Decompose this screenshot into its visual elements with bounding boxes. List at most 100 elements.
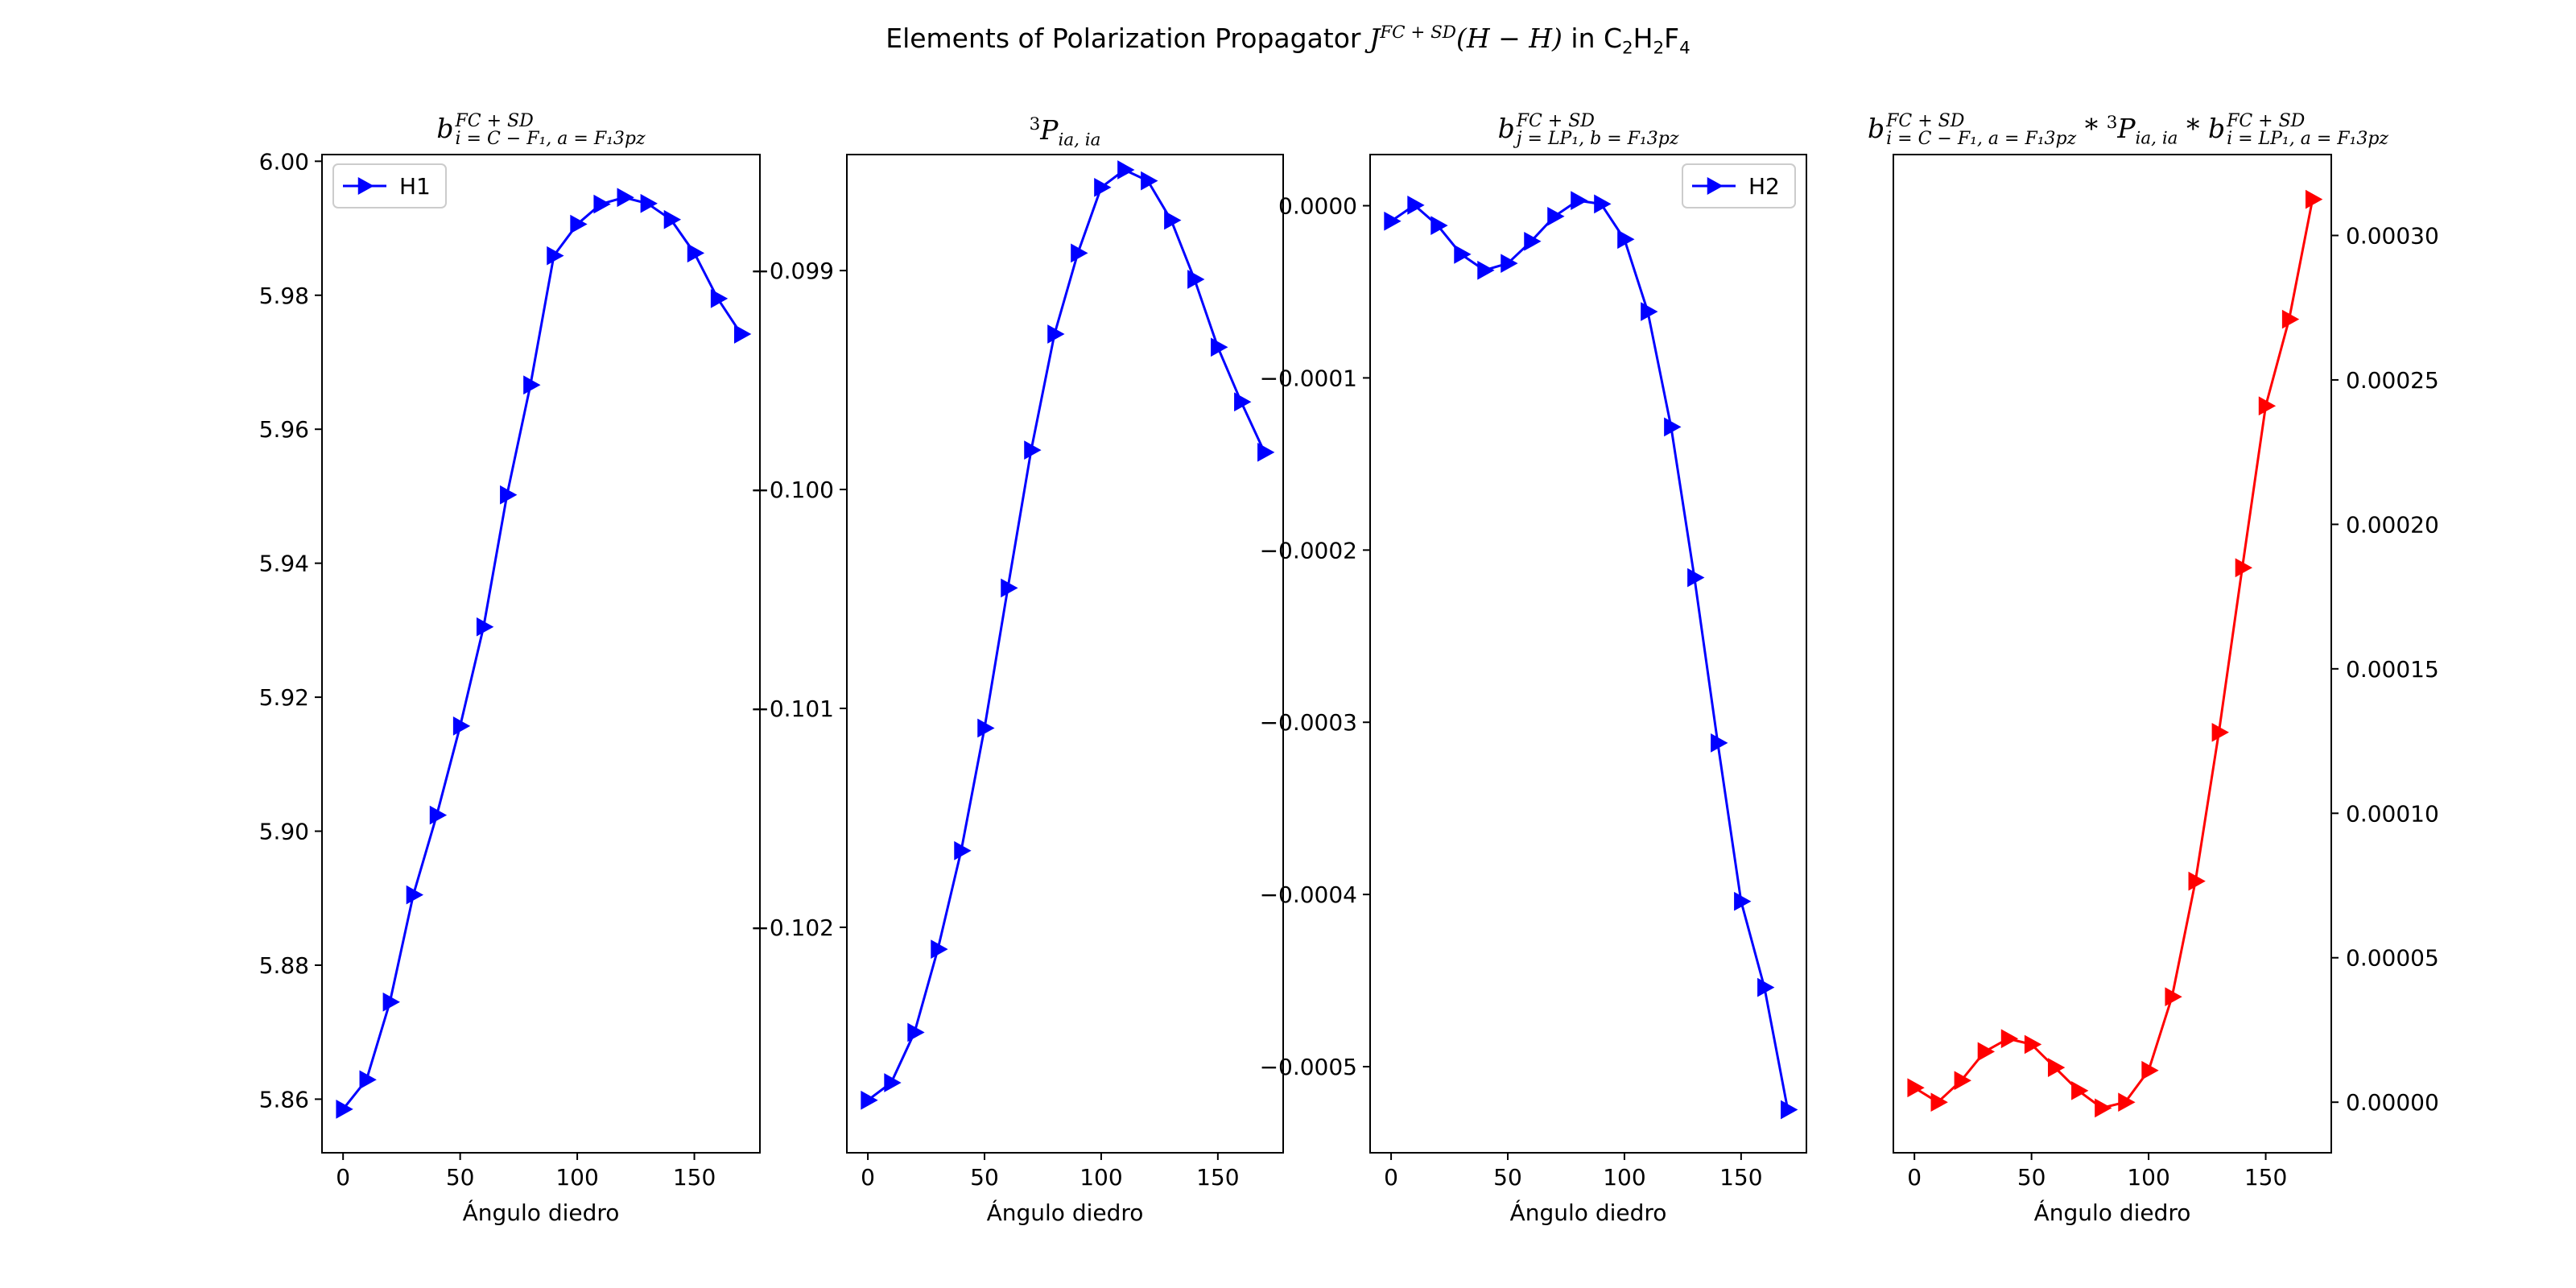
panel-1-legend: H1 [332, 163, 447, 208]
panel-3-ytick-label: −0.0002 [1260, 537, 1357, 564]
panel-2-data-point [1024, 440, 1042, 460]
panel-3-title-sub: j = LP₁, b = F₁3pz [1516, 129, 1679, 149]
panel-4-data-point [1907, 1078, 1925, 1098]
panel-4-ytick-label: 0.00020 [2346, 511, 2439, 538]
figure-title: Elements of Polarization Propagator JFC … [0, 23, 2576, 59]
panel-4-data-point [2281, 309, 2300, 329]
panel-2-data-point [1211, 337, 1228, 357]
suptitle-j-sup: FC + SD [1380, 23, 1456, 43]
panel-2-title-main: P [1040, 114, 1059, 146]
panel-1-title-sup: FC + SD [455, 111, 534, 131]
panel-3-data-point [1781, 1100, 1798, 1120]
panel-3-data-point [1571, 191, 1588, 210]
panel-3-legend-box [1682, 163, 1796, 208]
panel-4-data-point [2024, 1034, 2042, 1055]
panel-3-ytick-label: −0.0001 [1260, 365, 1357, 391]
panel-1-title: b FC + SD i = C − F₁, a = F₁3pz [322, 113, 760, 148]
panel-3-legend-marker [1707, 177, 1724, 195]
panel-3-title-main: b [1497, 113, 1515, 144]
panel-4-data-point [2188, 871, 2206, 891]
panel-4-data-point [2235, 558, 2253, 578]
panel-4-data-point [1954, 1071, 1971, 1091]
panel-2-data-point [884, 1073, 902, 1092]
panel-1-ytick-label: 5.86 [259, 1086, 309, 1113]
panel-4-ytick-label: 0.00025 [2346, 367, 2439, 394]
panel-3-data-point [1454, 245, 1472, 264]
panel-2-axes-box [846, 154, 1284, 1154]
panel-2-data-point [977, 718, 995, 738]
panel-4-ytick-label: 0.00015 [2346, 656, 2439, 683]
panel-4-data-point [2258, 396, 2277, 416]
panel-2-data-point [1047, 324, 1065, 344]
panel-3-data-point [1384, 211, 1402, 231]
panel-3-ytick-label: 0.0000 [1278, 193, 1357, 220]
panel-2-data-point [1234, 392, 1252, 412]
panel-3-data-point [1711, 733, 1728, 753]
panel-4-data-point [2000, 1029, 2019, 1049]
panel-4-xtick-label: 150 [2244, 1164, 2287, 1191]
panel-1-data-point [500, 485, 518, 505]
panel-3-ytick-label: −0.0005 [1260, 1054, 1357, 1080]
suptitle-sub1: 2 [1622, 38, 1633, 59]
panel-1-title-main: b [436, 113, 454, 144]
panel-1-ytick-label: 6.00 [259, 148, 309, 175]
panel-2-data-point [1257, 442, 1275, 462]
panel-2-data-point [1141, 171, 1158, 191]
panel-1-ytick-label: 5.98 [259, 283, 309, 309]
suptitle-sub2: 2 [1653, 38, 1665, 59]
panel-4-data-point [1977, 1042, 1996, 1062]
panel-4-data-point [2047, 1058, 2066, 1077]
panel-4-title-end-sub: i = LP₁, a = F₁3pz [2227, 129, 2389, 149]
panel-1-data-point [663, 209, 682, 229]
panel-1-data-point [336, 1100, 353, 1119]
panel-4-title-mid-pre-sup: 3 [2106, 113, 2118, 133]
panel-3-data-point [1594, 194, 1612, 214]
panel-4-title-sup: FC + SD [1886, 111, 1965, 131]
panel-1-ytick-label: 5.94 [259, 551, 309, 577]
panel-2: 0 50 100 150 −0.099 −0.100 −0.101 −0.102 Ángulo … [750, 154, 1284, 1226]
panel-3-xtick-label: 0 [1384, 1164, 1398, 1191]
panel-2-data-point [1001, 578, 1018, 598]
panel-3-data-point [1757, 977, 1775, 997]
panel-3-title: b FC + SD j = LP₁, b = F₁3pz [1370, 113, 1806, 148]
panel-1-data-point [523, 375, 541, 395]
panel-3-xtick-label: 150 [1719, 1164, 1762, 1191]
suptitle-f: F [1664, 23, 1680, 54]
panel-4-xtick-label: 100 [2127, 1164, 2169, 1191]
panel-2-ytick-label: −0.102 [750, 914, 834, 941]
panel-2-data-point [907, 1022, 925, 1042]
panel-1-data-point [733, 324, 752, 344]
panel-1-data-point [382, 992, 400, 1012]
panel-4-title-mid: * [2076, 113, 2107, 144]
panel-1-data-point [476, 617, 494, 637]
panel-1-xlabel: Ángulo diedro [463, 1199, 620, 1226]
panel-2-xtick-label: 0 [861, 1164, 875, 1191]
panel-1-data-point [687, 243, 705, 263]
panel-4-data-point [2305, 189, 2323, 209]
panel-2-data-point [1117, 160, 1135, 180]
panel-3-data-point [1687, 568, 1705, 588]
panel-1-data-point [570, 214, 588, 234]
panel-2-data-point [931, 939, 948, 959]
panel-3-legend: H2 [1682, 163, 1796, 208]
panel-1: 0 50 100 150 5.86 5.88 5.90 5.92 5.94 5.96 5.98 6.0… [259, 148, 761, 1226]
suptitle-prefix: Elements of Polarization Propagator [886, 23, 1369, 54]
panel-4-data-point [2141, 1060, 2159, 1080]
panel-3-axes-box [1369, 154, 1807, 1154]
panel-4-title: b FC + SD i = C − F₁, a = F₁3pz * 3Pia, ia… [1868, 111, 2388, 149]
suptitle-sub3: 4 [1679, 38, 1690, 59]
panel-4-xtick-label: 50 [2017, 1164, 2046, 1191]
suptitle-j: J [1369, 23, 1381, 54]
panel-4-data-point [2211, 722, 2229, 742]
panel-3-data-point [1547, 206, 1565, 226]
panel-4: 0 50 100 150 0.00000 0.00005 0.00010 0.00015 0.0… [1893, 154, 2439, 1226]
panel-3-data-point [1617, 229, 1635, 250]
panel-2-ytick-label: −0.101 [750, 696, 834, 722]
panel-4-data-point [2071, 1080, 2089, 1100]
suptitle-paren: (H − H) [1455, 23, 1563, 54]
panel-4-ytick-label: 0.00000 [2346, 1089, 2439, 1116]
panel-1-data-point [710, 289, 729, 308]
panel-3-ytick-label: −0.0003 [1260, 709, 1357, 736]
panel-4-data-point [1930, 1092, 1948, 1113]
